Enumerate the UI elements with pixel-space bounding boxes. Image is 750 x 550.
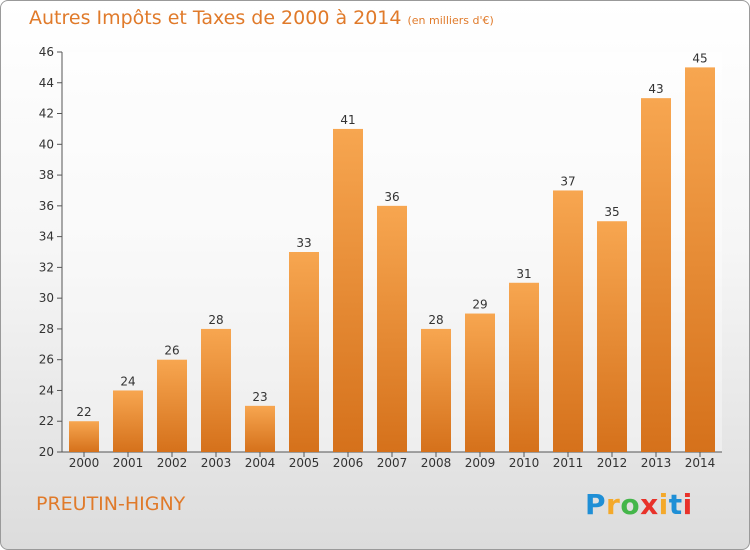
bar-2003 [201,328,231,452]
y-tick-label: 34 [39,230,54,244]
commune-name: PREUTIN-HIGNY [36,493,186,515]
data-label-2010: 31 [516,267,531,281]
data-label-2002: 26 [164,344,179,358]
data-label-2007: 36 [384,190,399,204]
y-tick-label: 42 [39,107,54,121]
bar-2008 [421,328,451,452]
y-tick-label: 44 [39,76,54,90]
data-label-2003: 28 [208,313,223,327]
data-label-2014: 45 [692,51,707,65]
bar-2014 [685,67,715,452]
bar-2000 [69,421,99,452]
x-tick-label-2003: 2003 [201,456,232,470]
x-tick-label-2008: 2008 [421,456,452,470]
bar-2001 [113,390,143,452]
x-tick-label-2009: 2009 [465,456,496,470]
bar-2004 [245,405,275,452]
x-tick-label-2013: 2013 [641,456,672,470]
logo-letter: i [682,488,693,521]
y-tick-label: 26 [39,353,54,367]
bar-2005 [289,252,319,452]
y-tick-label: 46 [39,45,54,59]
logo-letter: o [620,488,641,521]
bar-2013 [641,98,671,453]
x-tick-label-2000: 2000 [69,456,100,470]
logo-letter: i [658,488,669,521]
y-tick-label: 32 [39,260,54,274]
x-tick-label-2014: 2014 [685,456,716,470]
data-label-2005: 33 [296,236,311,250]
data-label-2004: 23 [252,390,267,404]
data-label-2013: 43 [648,82,663,96]
x-tick-label-2002: 2002 [157,456,188,470]
y-tick-label: 30 [39,291,54,305]
x-tick-label-2007: 2007 [377,456,408,470]
bar-2012 [597,221,627,452]
logo-letter: r [606,488,621,521]
data-label-2011: 37 [560,174,575,188]
bar-2007 [377,205,407,452]
data-label-2006: 41 [340,113,355,127]
x-tick-label-2011: 2011 [553,456,584,470]
x-tick-label-2006: 2006 [333,456,364,470]
y-tick-label: 24 [39,383,54,397]
y-tick-label: 40 [39,137,54,151]
y-tick-label: 28 [39,322,54,336]
x-tick-label-2010: 2010 [509,456,540,470]
data-label-2008: 28 [428,313,443,327]
chart-title: Autres Impôts et Taxes de 2000 à 2014 (en… [29,7,494,29]
bar-2011 [553,190,583,452]
logo-letter: t [668,488,683,521]
y-tick-label: 22 [39,414,54,428]
logo-letter: P [585,488,607,521]
x-tick-label-2012: 2012 [597,456,628,470]
data-label-2012: 35 [604,205,619,219]
y-tick-label: 36 [39,199,54,213]
data-label-2009: 29 [472,298,487,312]
y-tick-label: 20 [39,445,54,459]
x-tick-label-2004: 2004 [245,456,276,470]
y-tick-label: 38 [39,168,54,182]
chart-title-main: Autres Impôts et Taxes de 2000 à 2014 [29,7,402,29]
bar-2006 [333,128,363,452]
bar-2002 [157,359,187,452]
logo-letter: x [640,488,659,521]
proxiti-logo: Proxiti [585,488,693,521]
bar-2010 [509,282,539,452]
x-tick-label-2001: 2001 [113,456,144,470]
data-label-2000: 22 [76,405,91,419]
data-label-2001: 24 [120,374,135,388]
chart-unit-label: (en milliers d'€) [407,14,494,27]
x-tick-label-2005: 2005 [289,456,320,470]
bar-2009 [465,313,495,452]
